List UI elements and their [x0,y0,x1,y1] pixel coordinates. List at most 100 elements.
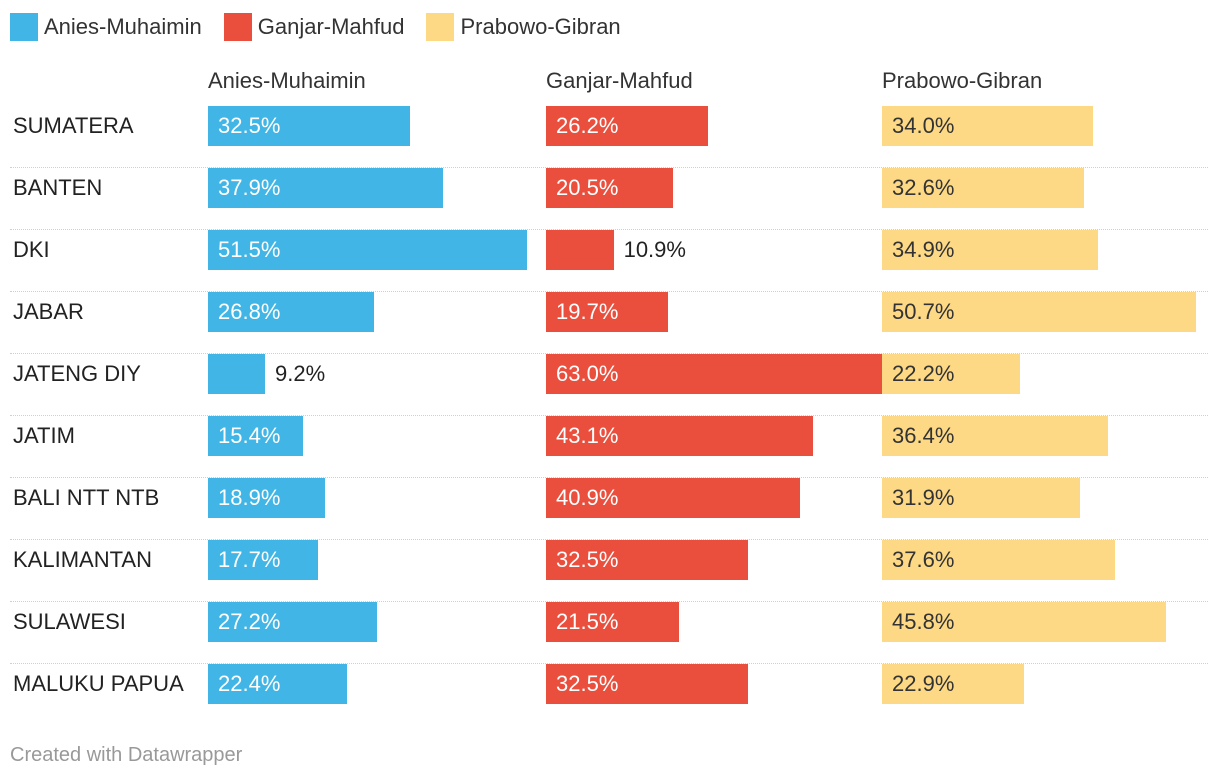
chart-row: JATIM 15.4% 43.1% 36.4% [10,416,1208,478]
data-label-prabowo: 34.9% [892,237,955,262]
row-label: BALI NTT NTB [13,485,160,510]
bar-ganjar [546,664,748,704]
row-divider [10,229,1208,230]
chart-row: KALIMANTAN 17.7% 32.5% 37.6% [10,540,1208,602]
data-label-ganjar: 20.5% [556,175,619,200]
data-label-anies: 18.9% [218,485,281,510]
row-divider [10,663,1208,664]
bar-anies [208,292,375,332]
bar-ganjar [546,478,800,518]
bar-prabowo [882,230,1099,270]
data-label-ganjar: 43.1% [556,423,619,448]
legend-item-prabowo: Prabowo-Gibran [426,13,621,41]
row-label: JATIM [13,423,75,448]
data-label-ganjar: 19.7% [556,299,619,324]
data-label-ganjar: 40.9% [556,485,619,510]
bar-prabowo [882,664,1024,704]
bar-ganjar [546,540,748,580]
bar-prabowo [882,106,1093,146]
row-divider [10,601,1208,602]
data-label-anies: 9.2% [275,361,326,386]
bar-anies [208,230,528,270]
bar-prabowo [882,602,1166,642]
bar-prabowo [882,354,1020,394]
data-label-anies: 17.7% [218,547,281,572]
bar-ganjar [546,416,814,456]
row-label: MALUKU PAPUA [13,671,184,696]
bar-ganjar [546,292,669,332]
data-label-anies: 26.8% [218,299,281,324]
chart-legend: Anies-Muhaimin Ganjar-Mahfud Prabowo-Gib… [10,12,643,42]
bar-prabowo [882,168,1085,208]
data-label-prabowo: 22.2% [892,361,955,386]
footer-credit: Created with Datawrapper [10,744,243,766]
row-label: SUMATERA [13,113,134,138]
data-label-anies: 37.9% [218,175,281,200]
bar-prabowo [882,292,1197,332]
row-label: DKI [13,237,50,262]
row-divider [10,539,1208,540]
bar-anies [208,478,326,518]
data-label-ganjar: 26.2% [556,113,619,138]
data-label-prabowo: 50.7% [892,299,955,324]
column-header-prabowo: Prabowo-Gibran [882,68,1043,93]
legend-swatch-ganjar [223,13,252,41]
bar-anies [208,354,266,394]
data-label-prabowo: 34.0% [892,113,955,138]
row-label: JABAR [13,299,84,324]
data-label-ganjar: 21.5% [556,609,619,634]
row-divider [10,477,1208,478]
data-label-ganjar: 63.0% [556,361,619,386]
data-label-prabowo: 22.9% [892,671,955,696]
data-label-anies: 22.4% [218,671,281,696]
row-label: KALIMANTAN [13,547,152,572]
bar-ganjar [546,168,674,208]
row-divider [10,415,1208,416]
chart-row: SUMATERA 32.5% 26.2% 34.0% [10,106,1208,168]
legend-item-ganjar: Ganjar-Mahfud [223,13,405,41]
data-label-anies: 51.5% [218,237,281,262]
data-label-anies: 32.5% [218,113,281,138]
chart-row: SULAWESI 27.2% 21.5% 45.8% [10,602,1208,664]
bar-ganjar [546,230,614,270]
row-label: SULAWESI [13,609,126,634]
data-label-ganjar: 32.5% [556,671,619,696]
data-label-prabowo: 45.8% [892,609,955,634]
row-label: JATENG DIY [13,361,141,386]
data-label-anies: 15.4% [218,423,281,448]
chart-row: DKI 51.5% 10.9% 34.9% [10,230,1208,292]
legend-swatch-prabowo [426,13,455,41]
data-label-prabowo: 37.6% [892,547,955,572]
bar-prabowo [882,478,1080,518]
legend-label-prabowo: Prabowo-Gibran [460,14,621,39]
chart-row: JABAR 26.8% 19.7% 50.7% [10,292,1208,354]
legend-swatch-anies [10,13,38,41]
legend-label-ganjar: Ganjar-Mahfud [257,14,405,39]
column-header-ganjar: Ganjar-Mahfud [546,68,693,93]
data-label-ganjar: 10.9% [623,237,686,262]
bar-anies [208,106,410,146]
bar-ganjar [546,106,709,146]
row-divider [10,353,1208,354]
data-label-anies: 27.2% [218,609,281,634]
data-label-prabowo: 32.6% [892,175,955,200]
legend-item-anies: Anies-Muhaimin [10,13,202,41]
chart-row: BALI NTT NTB 18.9% 40.9% 31.9% [10,478,1208,540]
bar-anies [208,602,377,642]
bar-ganjar [546,354,937,394]
row-divider [10,167,1208,168]
bar-prabowo [882,540,1116,580]
data-label-ganjar: 32.5% [556,547,619,572]
legend-label-anies: Anies-Muhaimin [44,14,202,39]
bar-anies [208,416,304,456]
chart-row: BANTEN 37.9% 20.5% 32.6% [10,168,1208,230]
bar-anies [208,168,443,208]
chart-row: JATENG DIY 9.2% 63.0% 22.2% [10,354,1208,416]
chart-row: MALUKU PAPUA 22.4% 32.5% 22.9% [10,664,1208,726]
bar-ganjar [546,602,680,642]
row-label: BANTEN [13,175,103,200]
bar-prabowo [882,416,1108,456]
column-header-anies: Anies-Muhaimin [208,68,366,93]
bar-anies [208,540,318,580]
data-label-prabowo: 36.4% [892,423,955,448]
